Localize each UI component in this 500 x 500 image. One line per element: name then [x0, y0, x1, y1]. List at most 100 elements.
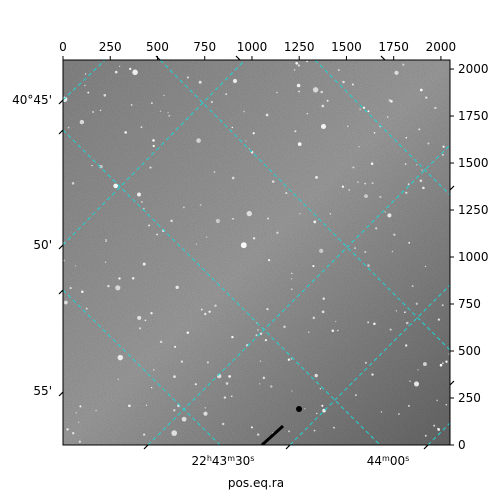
- star: [230, 395, 233, 398]
- star: [143, 207, 145, 210]
- star: [405, 321, 409, 325]
- star: [222, 422, 225, 426]
- star: [137, 315, 142, 320]
- star: [71, 182, 75, 185]
- star: [130, 103, 133, 106]
- star: [321, 104, 325, 108]
- top-tick-label: 2000: [426, 40, 457, 54]
- star: [252, 132, 255, 135]
- star: [411, 285, 414, 288]
- star: [320, 123, 327, 130]
- top-tick-label: 250: [99, 40, 122, 54]
- star: [67, 126, 70, 129]
- star: [200, 308, 203, 311]
- top-tick-label: 0: [59, 40, 67, 54]
- star: [442, 145, 445, 148]
- star: [413, 381, 420, 387]
- ra-tick: [423, 444, 429, 450]
- coordinate-grid: [63, 60, 450, 445]
- dec-tick: [58, 99, 64, 105]
- star: [354, 247, 357, 250]
- star: [66, 428, 69, 431]
- star: [395, 310, 398, 312]
- top-tick-label: 1500: [331, 40, 362, 54]
- dec-tick-right: [449, 380, 455, 386]
- star: [265, 113, 269, 117]
- star: [194, 383, 197, 386]
- star: [441, 304, 444, 307]
- star: [267, 258, 271, 262]
- star: [129, 67, 132, 71]
- star: [103, 94, 107, 97]
- star: [143, 433, 146, 436]
- star: [422, 186, 425, 190]
- star: [287, 358, 291, 361]
- star: [384, 211, 386, 213]
- star: [163, 94, 165, 97]
- star: [357, 181, 359, 183]
- star: [115, 285, 121, 291]
- star: [258, 383, 261, 385]
- star: [206, 236, 208, 238]
- star: [321, 310, 325, 314]
- star: [437, 318, 441, 321]
- star: [322, 297, 325, 300]
- star: [144, 319, 147, 322]
- star: [266, 307, 269, 311]
- star: [419, 88, 423, 92]
- grid-line: [63, 60, 246, 246]
- star: [407, 183, 410, 186]
- star: [427, 142, 430, 145]
- star: [225, 93, 228, 96]
- dec-tick: [58, 289, 64, 295]
- satellite-trail: [260, 424, 285, 445]
- star: [84, 84, 86, 87]
- star: [424, 434, 427, 437]
- star: [290, 278, 293, 280]
- star: [213, 171, 216, 173]
- star: [137, 192, 141, 197]
- star: [199, 204, 202, 206]
- star: [319, 388, 322, 390]
- top-tick-label: 500: [146, 40, 169, 54]
- star: [151, 102, 153, 104]
- star: [232, 78, 238, 84]
- plot-frame: [62, 59, 451, 446]
- star: [152, 368, 155, 371]
- right-tick-label: 250: [458, 391, 481, 405]
- star: [198, 80, 202, 84]
- star: [329, 213, 332, 215]
- star: [298, 90, 300, 93]
- star: [245, 140, 247, 142]
- star: [195, 243, 198, 245]
- star: [71, 432, 75, 435]
- star: [299, 213, 301, 215]
- star: [312, 87, 319, 93]
- star: [149, 166, 152, 169]
- star: [306, 60, 308, 63]
- star: [442, 362, 444, 365]
- star: [79, 119, 85, 125]
- ra-label-1: 22h43m30s: [192, 454, 255, 469]
- star: [231, 176, 235, 180]
- star: [416, 164, 418, 166]
- star: [167, 111, 169, 114]
- ra-tick: [285, 444, 291, 450]
- star: [308, 331, 310, 333]
- star: [409, 380, 411, 382]
- star: [63, 259, 65, 262]
- star: [186, 76, 189, 79]
- star: [337, 69, 340, 71]
- star: [182, 206, 185, 209]
- star: [417, 369, 419, 371]
- star: [206, 361, 209, 364]
- star: [424, 265, 427, 268]
- star: [393, 233, 396, 236]
- star: [231, 126, 234, 129]
- star: [445, 404, 448, 406]
- dec-label-2: 50': [33, 238, 52, 252]
- star: [313, 220, 317, 224]
- x-axis-title: pos.eq.ra: [228, 476, 284, 490]
- star: [351, 83, 354, 86]
- star: [380, 411, 383, 413]
